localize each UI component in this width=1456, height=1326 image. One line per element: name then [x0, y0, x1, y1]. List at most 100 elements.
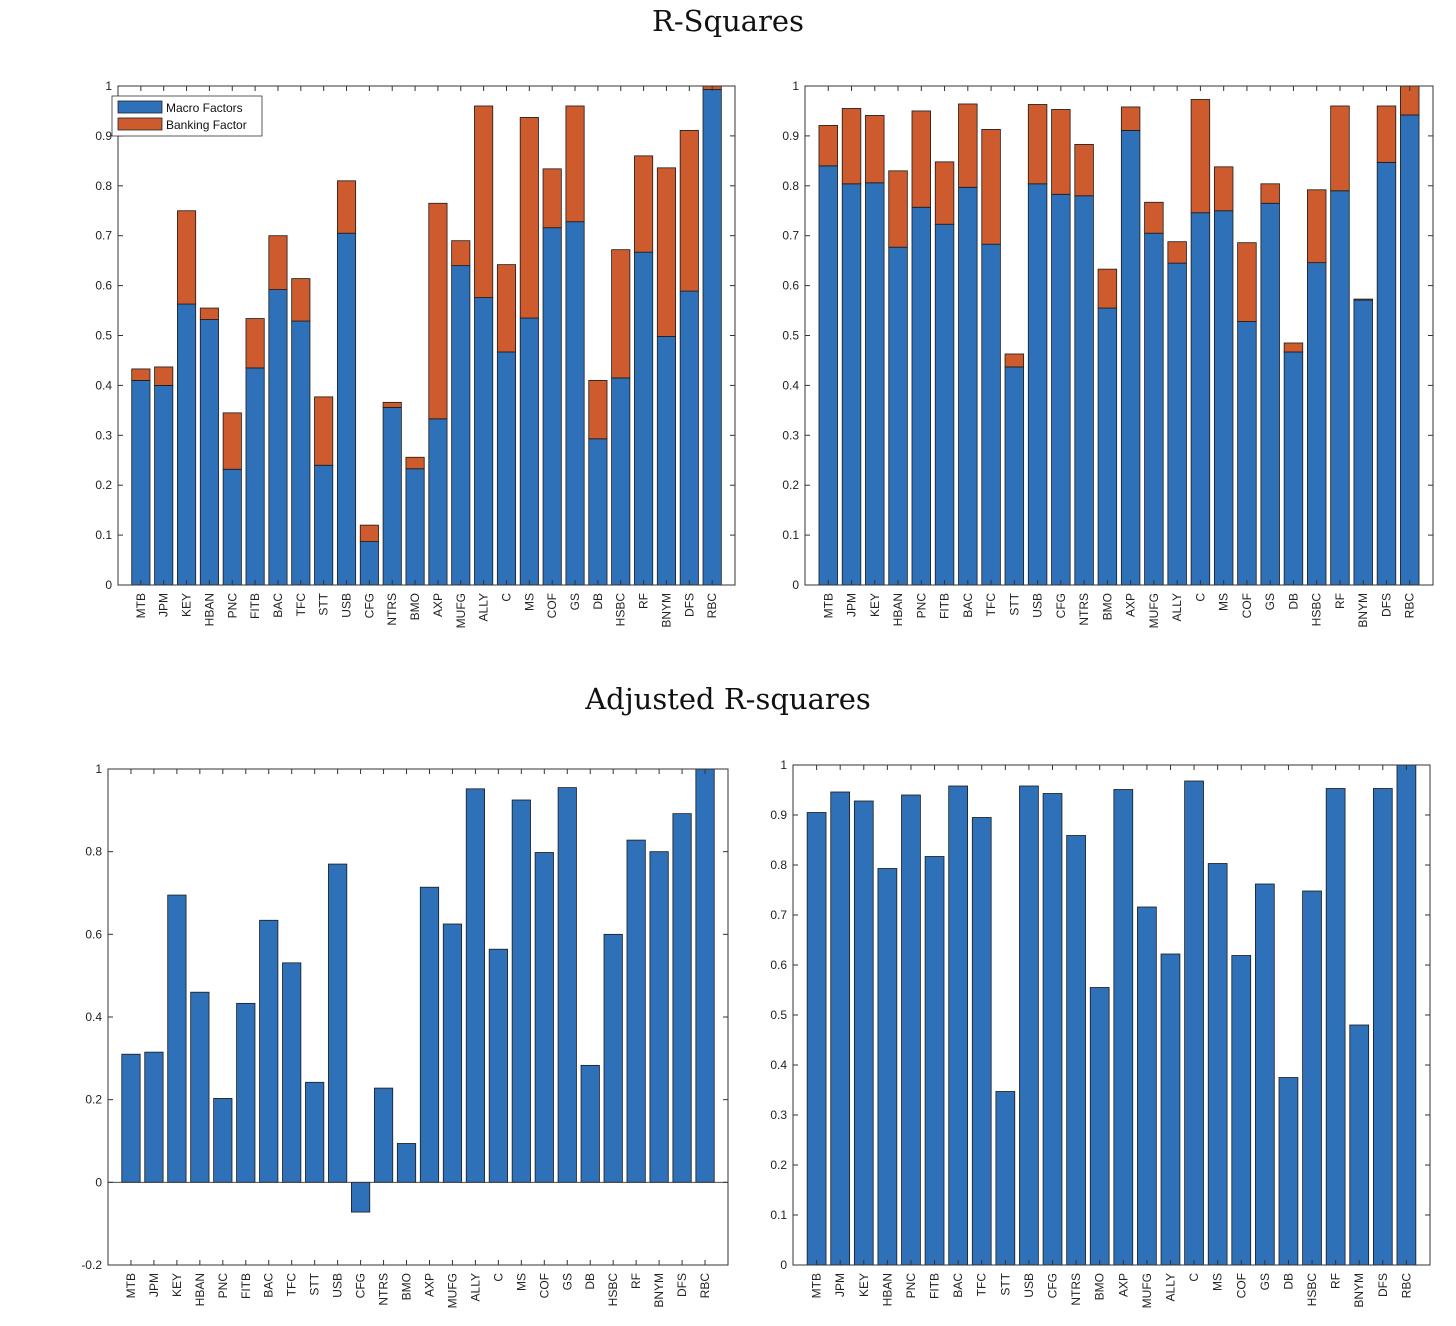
x-tick-label: DFS	[682, 593, 696, 617]
bar-stt-macro	[314, 464, 334, 586]
y-tick-label: 0.5	[770, 1008, 787, 1022]
bar-axp	[1113, 789, 1134, 1266]
bar-key-banking	[865, 115, 885, 184]
x-tick-label: JPM	[845, 593, 859, 617]
x-tick-label: C	[499, 593, 513, 602]
x-tick-label: RBC	[705, 593, 719, 619]
y-tick-label: 0.6	[782, 279, 799, 293]
y-tick-label: 0.7	[782, 229, 799, 243]
bar-key	[853, 800, 874, 1266]
bar-gs	[557, 787, 577, 1183]
legend-swatch-macro	[117, 100, 163, 114]
bar-ntrs	[373, 1087, 394, 1183]
bar-fitb-banking	[245, 318, 265, 369]
x-tick-label: KEY	[868, 593, 882, 617]
bar-mtb-macro	[818, 165, 838, 586]
bar-stt-banking	[314, 396, 334, 466]
x-tick-label: GS	[560, 1273, 574, 1290]
bar-bmo	[396, 1143, 417, 1183]
bar-c	[488, 948, 508, 1183]
y-tick-label: 1	[105, 79, 112, 93]
bar-key	[167, 894, 187, 1183]
bar-cof-macro	[542, 227, 562, 586]
bar-hban-macro	[199, 319, 219, 586]
bar-db-banking	[1283, 342, 1304, 353]
x-tick-label: STT	[317, 592, 331, 615]
x-tick-label: CFG	[1046, 1273, 1060, 1298]
y-tick-label: -0.2	[81, 1258, 102, 1272]
x-tick-label: CFG	[362, 593, 376, 618]
bar-gs	[1255, 883, 1275, 1266]
axes-frame	[804, 85, 1434, 586]
y-tick-label: 0.2	[782, 478, 799, 492]
x-tick-label: MUFG	[1147, 593, 1161, 628]
x-tick-label: RBC	[1399, 1273, 1413, 1299]
y-tick-label: 0.6	[95, 279, 112, 293]
bar-axp-macro	[1120, 130, 1141, 586]
bar-ntrs-macro	[1074, 195, 1094, 586]
bar-db-macro	[588, 438, 608, 586]
bar-rbc-macro	[702, 89, 722, 586]
bar-c-banking	[496, 264, 517, 353]
x-tick-label: COF	[537, 1273, 551, 1298]
bar-ms	[511, 799, 531, 1183]
x-tick-label: USB	[340, 593, 354, 618]
bar-mufg	[1137, 906, 1157, 1266]
bar-hsbc-banking	[1307, 189, 1327, 264]
x-tick-label: DB	[1286, 593, 1300, 610]
bar-bnym-banking	[1353, 298, 1373, 301]
x-tick-label: BAC	[262, 1273, 276, 1298]
bar-bmo-banking	[1097, 268, 1118, 309]
bar-ms-macro	[519, 317, 539, 586]
x-tick-label: HSBC	[1310, 593, 1324, 627]
y-tick-label: 0.8	[85, 845, 102, 859]
x-tick-label: NTRS	[385, 593, 399, 626]
bar-usb-banking	[336, 180, 357, 234]
bar-mufg	[442, 923, 463, 1183]
x-tick-label: BNYM	[652, 1273, 666, 1308]
x-tick-label: STT	[308, 1272, 322, 1295]
x-tick-label: BMO	[1100, 593, 1114, 620]
x-tick-label: AXP	[422, 1273, 436, 1297]
bar-bmo-macro	[1097, 307, 1118, 586]
bar-bnym-macro	[1353, 299, 1373, 586]
bar-ally-banking	[474, 105, 494, 298]
y-tick-label: 0.6	[85, 927, 102, 941]
bar-c	[1184, 780, 1204, 1266]
bar-ms	[1207, 863, 1228, 1266]
bar-cof-banking	[542, 168, 562, 229]
bar-dfs	[672, 813, 692, 1183]
x-tick-label: RBC	[1403, 593, 1417, 619]
y-tick-label: 0.9	[95, 129, 112, 143]
x-tick-label: STT	[998, 1272, 1012, 1295]
bar-usb-banking	[1027, 104, 1048, 185]
x-tick-label: MS	[522, 593, 536, 611]
x-tick-label: DB	[583, 1273, 597, 1290]
bar-rbc-macro	[1400, 114, 1420, 586]
bar-axp-banking	[1120, 106, 1141, 131]
x-tick-label: ALLY	[1170, 593, 1184, 621]
bar-ally	[1160, 953, 1181, 1266]
bar-rf-banking	[1330, 105, 1350, 192]
y-tick-label: 0	[95, 1175, 102, 1189]
y-tick-label: 0.6	[770, 958, 787, 972]
bar-cfg-macro	[1051, 193, 1071, 586]
x-tick-label: TFC	[294, 593, 308, 617]
bar-pnc-banking	[222, 412, 242, 470]
x-tick-label: KEY	[857, 1273, 871, 1297]
bar-pnc	[213, 1098, 233, 1183]
bar-bnym-macro	[656, 336, 676, 586]
bar-hsbc-banking	[611, 249, 631, 379]
bar-ntrs-macro	[382, 406, 402, 586]
y-tick-label: 0.7	[770, 908, 787, 922]
bar-fitb-macro	[245, 367, 265, 586]
bar-cof-macro	[1237, 321, 1257, 586]
y-tick-label: 0.5	[782, 329, 799, 343]
x-tick-label: BMO	[1093, 1273, 1107, 1300]
x-tick-label: AXP	[431, 593, 445, 617]
bar-bmo-banking	[405, 456, 425, 470]
bar-ally	[465, 788, 485, 1183]
bar-ms-banking	[1213, 166, 1234, 212]
bar-fitb	[924, 856, 945, 1266]
